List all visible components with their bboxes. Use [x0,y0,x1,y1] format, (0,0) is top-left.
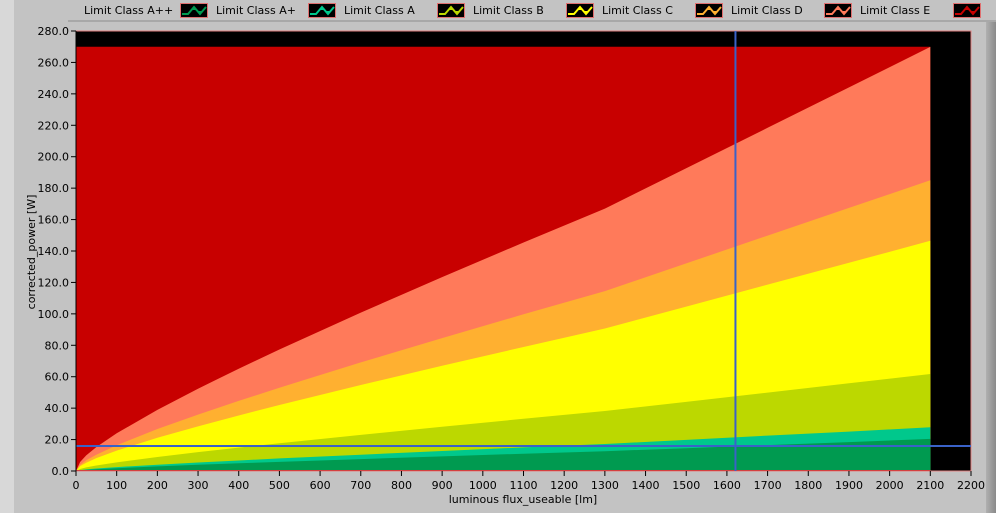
legend-item[interactable]: Limit Class A++ [84,0,173,20]
y-tick-label: 80.0 [45,339,70,352]
y-tick-label: 60.0 [45,371,70,384]
y-tick-label: 120.0 [38,276,70,289]
legend-swatch-icon[interactable] [308,2,336,18]
x-tick-label: 1800 [794,479,822,492]
x-tick-label: 1600 [713,479,741,492]
legend-swatch-icon[interactable] [695,2,723,18]
plot-legend: Limit Class A++ Limit Class A+ Limit Class… [68,0,996,22]
plot-area[interactable] [75,30,972,472]
x-tick-label: 1500 [672,479,700,492]
legend-item[interactable] [953,0,989,20]
x-tick-label: 0 [73,479,80,492]
x-tick-label: 1700 [754,479,782,492]
x-tick-label: 1400 [632,479,660,492]
y-tick-label: 220.0 [38,119,70,132]
x-tick-label: 1000 [469,479,497,492]
y-tick-label: 180.0 [38,182,70,195]
x-tick-label: 1300 [591,479,619,492]
series-area-limit-class-a- [76,438,931,471]
legend-item[interactable]: Limit Class B [437,0,544,20]
panel-right-edge [986,0,996,513]
legend-label: Limit Class E [860,3,931,17]
y-tick-label: 20.0 [45,434,70,447]
x-tick-label: 700 [350,479,371,492]
x-tick-label: 2000 [876,479,904,492]
x-tick-label: 100 [106,479,127,492]
y-tick-label: 280.0 [38,25,70,38]
legend-item[interactable]: Limit Class D [695,0,803,20]
y-tick-label: 40.0 [45,402,70,415]
legend-swatch-icon[interactable] [953,2,981,18]
legend-label: Limit Class B [473,3,544,17]
legend-label: Limit Class C [602,3,673,17]
y-tick-label: 140.0 [38,245,70,258]
legend-item[interactable]: Limit Class A+ [180,0,296,20]
y-tick-label: 160.0 [38,214,70,227]
y-tick-label: 260.0 [38,56,70,69]
legend-swatch-icon[interactable] [437,2,465,18]
legend-swatch-icon[interactable] [566,2,594,18]
x-tick-label: 500 [269,479,290,492]
y-axis-label: corrected_power [W] [25,195,38,310]
x-tick-label: 800 [391,479,412,492]
x-tick-label: 400 [228,479,249,492]
x-axis-label: luminous flux_useable [lm] [449,493,597,506]
legend-item[interactable]: Limit Class C [566,0,673,20]
x-tick-label: 900 [432,479,453,492]
x-tick-label: 1100 [510,479,538,492]
x-tick-label: 600 [310,479,331,492]
legend-item[interactable]: Limit Class A [308,0,415,20]
y-tick-label: 240.0 [38,88,70,101]
x-tick-label: 2100 [916,479,944,492]
x-tick-label: 200 [147,479,168,492]
axes: 0.0 20.0 40.0 60.0 80.0 100.0 120.0 140.0 160.0 1… [38,25,986,492]
x-tick-label: 300 [188,479,209,492]
legend-item[interactable]: Limit Class E [824,0,930,20]
panel-left-edge [0,0,14,513]
y-tick-label: 0.0 [52,465,70,478]
y-tick-label: 200.0 [38,151,70,164]
legend-label: Limit Class D [731,3,803,17]
x-tick-label: 1200 [550,479,578,492]
x-tick-label: 2200 [957,479,985,492]
x-tick-label: 1900 [835,479,863,492]
legend-label: Limit Class A+ [216,3,296,17]
legend-swatch-icon[interactable] [824,2,852,18]
legend-label: Limit Class A [344,3,415,17]
y-tick-label: 100.0 [38,308,70,321]
legend-swatch-icon[interactable] [180,2,208,18]
legend-label: Limit Class A++ [84,3,174,17]
